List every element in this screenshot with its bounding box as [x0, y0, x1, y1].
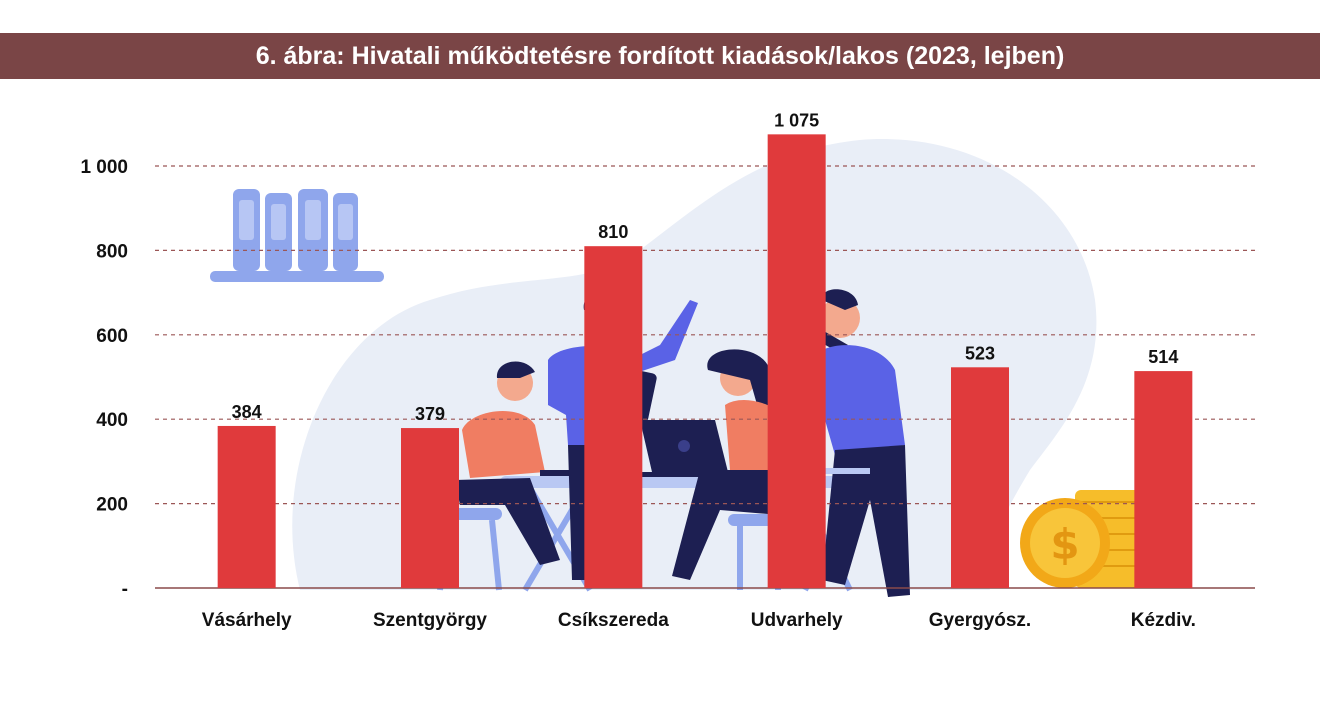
- x-tick-label: Kézdiv.: [1131, 610, 1196, 631]
- y-tick-label: 1 000: [80, 157, 128, 178]
- bars: [217, 134, 1193, 588]
- data-label: 810: [598, 222, 628, 242]
- y-tick-label: 600: [96, 326, 128, 347]
- y-tick-label: 800: [96, 241, 128, 262]
- x-tick-label: Udvarhely: [751, 610, 843, 631]
- x-tick-label: Csíkszereda: [558, 610, 669, 631]
- svg-text:$: $: [1050, 520, 1079, 569]
- labels: - 200 400 600 800 1 000 384 Vásárhely 379 Szentgy…: [80, 110, 1195, 631]
- background-illustration: $: [210, 139, 1175, 597]
- x-tick-label: Szentgyörgy: [373, 610, 487, 631]
- chart-title: 6. ábra: Hivatali működtetésre fordított…: [255, 41, 1065, 70]
- bar: [767, 134, 826, 588]
- binders-icon: [210, 189, 384, 282]
- x-tick-label: Gyergyósz.: [929, 610, 1031, 631]
- y-tick-label: -: [122, 579, 128, 600]
- title-bar: 6. ábra: Hivatali működtetésre fordított…: [0, 33, 1320, 79]
- bar: [584, 246, 643, 588]
- bar: [951, 367, 1009, 588]
- data-label: 523: [965, 343, 995, 363]
- data-label: 384: [232, 402, 262, 422]
- data-label: 514: [1148, 347, 1178, 367]
- bar: [217, 425, 276, 588]
- bar: [1134, 371, 1193, 588]
- data-label: 1 075: [774, 110, 819, 130]
- data-label: 379: [415, 404, 445, 424]
- y-tick-label: 400: [96, 410, 128, 431]
- x-tick-label: Vásárhely: [202, 610, 292, 631]
- y-tick-label: 200: [96, 495, 128, 516]
- gridlines: [155, 165, 1255, 589]
- bar: [401, 428, 459, 588]
